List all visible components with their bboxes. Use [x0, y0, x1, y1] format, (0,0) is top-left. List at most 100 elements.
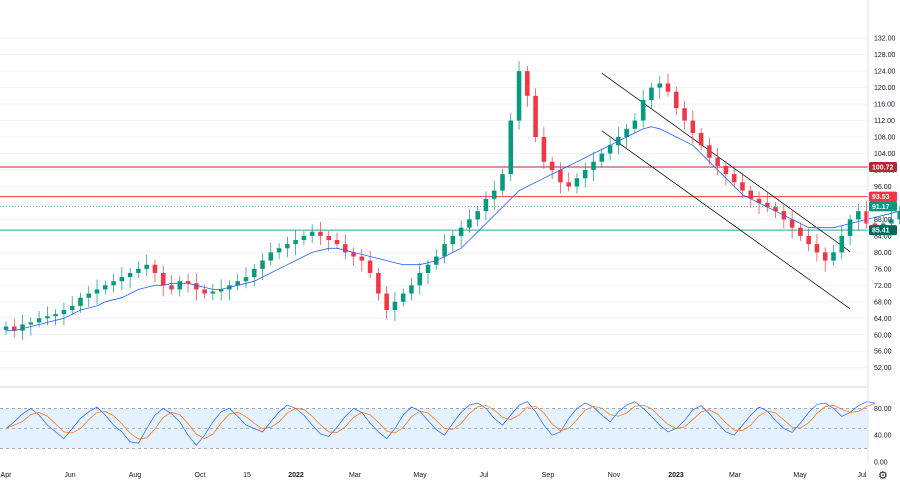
candle-body — [491, 190, 497, 199]
price-tag-label: 91.17 — [872, 204, 890, 211]
price-tag — [869, 225, 897, 236]
candle-body — [806, 235, 811, 245]
candle-body — [822, 252, 828, 261]
candle-body — [673, 91, 679, 109]
candle-body — [392, 301, 398, 311]
candle-body — [847, 219, 853, 236]
price-tag — [869, 191, 897, 202]
candle-body — [756, 198, 762, 203]
candle-body — [359, 256, 365, 261]
candle-body — [500, 174, 505, 191]
candle-body — [301, 235, 307, 241]
time-tick-label: 2022 — [288, 472, 304, 479]
oscillator-k-line — [5, 401, 875, 446]
candle-body — [276, 248, 282, 253]
moving-average-line — [6, 126, 900, 331]
candle-body — [599, 153, 605, 162]
candle-body — [566, 182, 571, 187]
candle-body — [856, 211, 861, 220]
candle-body — [20, 324, 25, 331]
candle-body — [624, 128, 629, 138]
candle-body — [400, 293, 406, 302]
price-tick-label: 104.00 — [874, 151, 896, 158]
candle-body — [450, 235, 456, 245]
candle-body — [731, 174, 737, 183]
candle-body — [78, 297, 83, 306]
candle-body — [293, 240, 298, 245]
candle-body — [127, 272, 133, 278]
candle-body — [607, 145, 613, 154]
time-axis[interactable]: Apr Jun Aug Oct 15 2022 Mar May Jul Sep Nov 2023 Mar… — [1, 472, 867, 479]
price-tick-label: 60.00 — [874, 332, 892, 339]
candle-body — [86, 293, 92, 298]
candle-body — [384, 293, 389, 311]
price-tick-label: 88.00 — [874, 217, 892, 224]
candle-body — [773, 207, 778, 212]
candle-body — [533, 95, 538, 138]
price-tick-label: 124.00 — [874, 69, 896, 76]
channel-line-lower — [601, 130, 851, 310]
candle-body — [715, 157, 720, 166]
time-tick-label: Mar — [349, 472, 362, 479]
price-tick-label: 116.00 — [874, 102, 895, 109]
candle-body — [194, 283, 199, 290]
price-tag — [869, 201, 897, 212]
price-tick-label: 76.00 — [874, 266, 892, 273]
price-tick-label: 132.00 — [874, 36, 896, 43]
candle-body — [525, 71, 530, 96]
price-tick-label: 120.00 — [874, 85, 896, 92]
candle-body — [640, 99, 646, 121]
candle-body — [475, 211, 480, 220]
candle-body — [318, 231, 323, 236]
candle-body — [309, 231, 315, 236]
candle-body — [864, 211, 869, 224]
candle-body — [707, 145, 712, 158]
candle-body — [202, 289, 207, 294]
candle-body — [351, 252, 356, 257]
time-tick-label: Mar — [729, 472, 742, 479]
price-tick-label: 80.00 — [874, 250, 892, 257]
candle-body — [765, 202, 770, 208]
oscillator-tick-label: 0.00 — [874, 460, 888, 467]
oscillator-tick-label: 80.00 — [874, 406, 892, 413]
candle-body — [94, 289, 100, 294]
candle-body — [558, 169, 563, 183]
time-tick-label: Sep — [542, 472, 555, 479]
candle-body — [467, 219, 472, 228]
gear-icon[interactable]: ⚙ — [878, 469, 888, 482]
candle-body — [136, 268, 141, 273]
candle-body — [144, 264, 149, 269]
candle-body — [549, 161, 555, 170]
candle-body — [235, 281, 240, 286]
price-tag-label: 85.41 — [872, 228, 890, 235]
candle-body — [36, 318, 42, 323]
candle-body — [814, 244, 820, 253]
candlestick-series — [3, 61, 900, 340]
time-tick-label: May — [793, 472, 807, 479]
candle-body — [3, 326, 9, 330]
price-tick-label: 56.00 — [874, 349, 892, 356]
time-tick-label: Jul — [858, 472, 867, 479]
price-tick-label: 112.00 — [874, 118, 895, 125]
candle-body — [103, 285, 108, 290]
candle-body — [160, 272, 166, 286]
candle-body — [342, 244, 348, 253]
time-tick-label: 15 — [243, 472, 251, 479]
price-tick-label: 108.00 — [874, 135, 896, 142]
time-tick-label: May — [413, 472, 427, 479]
candle-body — [723, 165, 729, 175]
price-tick-label: 84.00 — [874, 233, 892, 240]
oscillator-d-line — [5, 403, 876, 440]
candle-body — [28, 322, 34, 325]
trend-channel — [601, 72, 851, 310]
candle-body — [798, 227, 803, 236]
candle-body — [210, 291, 216, 294]
candle-body — [185, 281, 191, 284]
candle-body — [11, 326, 17, 331]
candle-body — [748, 190, 754, 199]
oscillator-axis[interactable]: 80.00 40.00 0.00 — [874, 406, 892, 467]
price-tag-label: 100.72 — [872, 165, 894, 172]
candle-body — [508, 120, 514, 175]
candle-body — [334, 240, 340, 245]
